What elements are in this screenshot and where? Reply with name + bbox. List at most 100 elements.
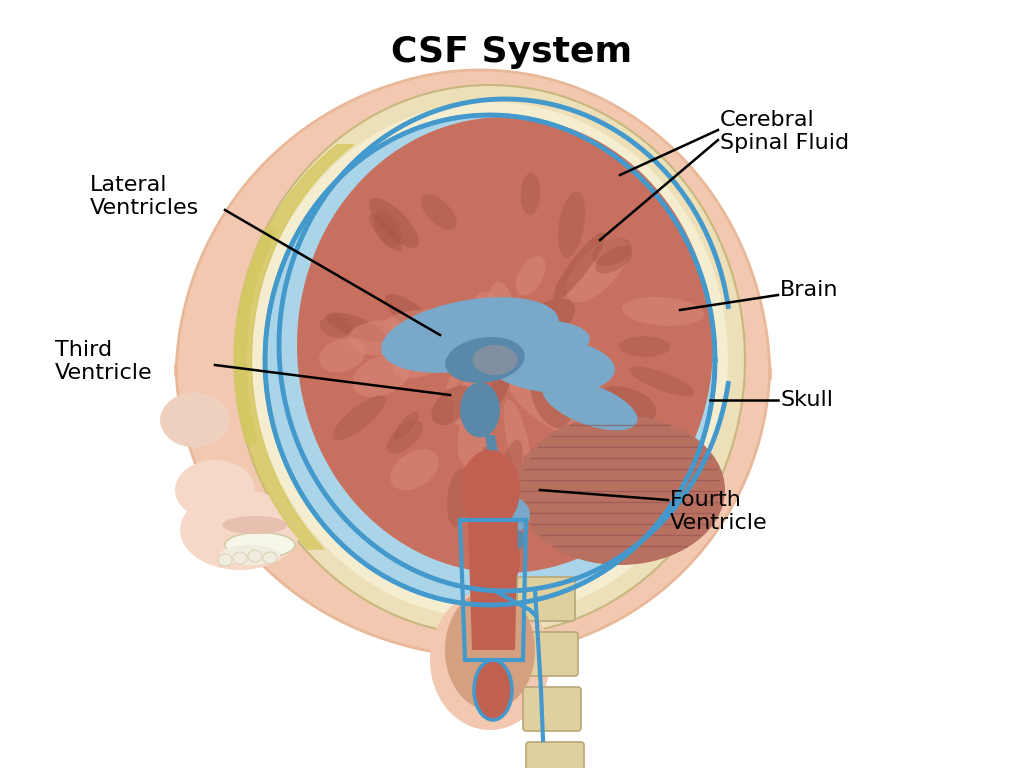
Ellipse shape	[233, 348, 247, 358]
Ellipse shape	[263, 552, 278, 564]
FancyBboxPatch shape	[520, 632, 578, 676]
Ellipse shape	[262, 229, 276, 239]
Ellipse shape	[255, 245, 268, 255]
Ellipse shape	[558, 191, 585, 258]
Ellipse shape	[233, 362, 247, 372]
Ellipse shape	[446, 468, 471, 527]
Ellipse shape	[234, 330, 248, 340]
Ellipse shape	[238, 304, 252, 315]
Ellipse shape	[180, 490, 300, 570]
Ellipse shape	[233, 366, 247, 376]
Ellipse shape	[238, 301, 252, 311]
Ellipse shape	[504, 399, 531, 483]
Ellipse shape	[490, 346, 514, 406]
Ellipse shape	[451, 318, 501, 354]
Ellipse shape	[390, 449, 438, 490]
Ellipse shape	[237, 402, 251, 412]
Ellipse shape	[483, 482, 501, 518]
FancyBboxPatch shape	[517, 577, 575, 621]
Text: Lateral
Ventricles: Lateral Ventricles	[90, 175, 200, 218]
Ellipse shape	[175, 460, 255, 520]
Text: CSF System: CSF System	[391, 35, 633, 69]
Ellipse shape	[579, 417, 626, 452]
Ellipse shape	[485, 337, 614, 393]
Ellipse shape	[394, 412, 419, 440]
Ellipse shape	[253, 249, 267, 259]
Ellipse shape	[385, 294, 438, 337]
Ellipse shape	[430, 319, 590, 371]
Ellipse shape	[566, 238, 628, 302]
Text: Third
Ventricle: Third Ventricle	[55, 340, 153, 383]
Ellipse shape	[233, 359, 247, 369]
Ellipse shape	[263, 226, 278, 236]
Ellipse shape	[618, 336, 671, 357]
Ellipse shape	[218, 554, 232, 566]
Ellipse shape	[370, 197, 419, 248]
Polygon shape	[265, 115, 715, 605]
Ellipse shape	[222, 516, 288, 534]
Ellipse shape	[446, 357, 480, 402]
Ellipse shape	[250, 259, 263, 269]
Ellipse shape	[236, 396, 250, 406]
Ellipse shape	[426, 306, 503, 346]
Ellipse shape	[259, 235, 273, 245]
Ellipse shape	[160, 392, 230, 448]
Ellipse shape	[500, 439, 522, 498]
Ellipse shape	[234, 323, 249, 333]
Ellipse shape	[244, 276, 258, 286]
Ellipse shape	[233, 370, 248, 380]
Ellipse shape	[481, 474, 504, 541]
Ellipse shape	[347, 320, 416, 356]
Ellipse shape	[333, 396, 386, 440]
Ellipse shape	[238, 406, 252, 416]
Ellipse shape	[240, 417, 254, 427]
Ellipse shape	[470, 292, 507, 349]
Ellipse shape	[472, 345, 517, 375]
Ellipse shape	[516, 256, 546, 296]
Ellipse shape	[319, 339, 366, 372]
Ellipse shape	[246, 269, 260, 279]
Ellipse shape	[453, 373, 481, 425]
Ellipse shape	[515, 415, 725, 565]
Ellipse shape	[244, 435, 258, 445]
Ellipse shape	[480, 495, 530, 535]
Ellipse shape	[553, 232, 605, 300]
Ellipse shape	[460, 382, 500, 438]
Text: Cerebral
Spinal Fluid: Cerebral Spinal Fluid	[720, 110, 849, 153]
Ellipse shape	[430, 590, 550, 730]
Ellipse shape	[236, 392, 250, 402]
Ellipse shape	[240, 293, 254, 304]
Ellipse shape	[239, 297, 253, 307]
Ellipse shape	[597, 386, 656, 424]
Ellipse shape	[393, 332, 469, 378]
Ellipse shape	[233, 345, 247, 355]
Ellipse shape	[495, 528, 525, 552]
Ellipse shape	[374, 210, 401, 248]
Ellipse shape	[481, 446, 498, 508]
Ellipse shape	[530, 361, 572, 429]
Ellipse shape	[245, 273, 259, 283]
Ellipse shape	[233, 356, 247, 366]
Ellipse shape	[520, 173, 541, 215]
Ellipse shape	[319, 316, 352, 337]
Ellipse shape	[220, 545, 280, 565]
Polygon shape	[297, 117, 713, 573]
Ellipse shape	[629, 366, 694, 396]
Ellipse shape	[518, 299, 575, 340]
Ellipse shape	[234, 389, 249, 399]
Ellipse shape	[421, 194, 457, 230]
Ellipse shape	[458, 396, 494, 466]
Ellipse shape	[233, 552, 247, 564]
Ellipse shape	[241, 421, 255, 431]
Ellipse shape	[233, 374, 248, 384]
Ellipse shape	[241, 290, 254, 300]
Ellipse shape	[256, 242, 270, 252]
Ellipse shape	[233, 377, 248, 387]
Polygon shape	[176, 70, 770, 656]
Ellipse shape	[236, 319, 249, 329]
Ellipse shape	[549, 478, 567, 541]
Ellipse shape	[239, 413, 253, 424]
Ellipse shape	[239, 410, 252, 420]
Ellipse shape	[243, 428, 256, 438]
Ellipse shape	[592, 237, 632, 266]
